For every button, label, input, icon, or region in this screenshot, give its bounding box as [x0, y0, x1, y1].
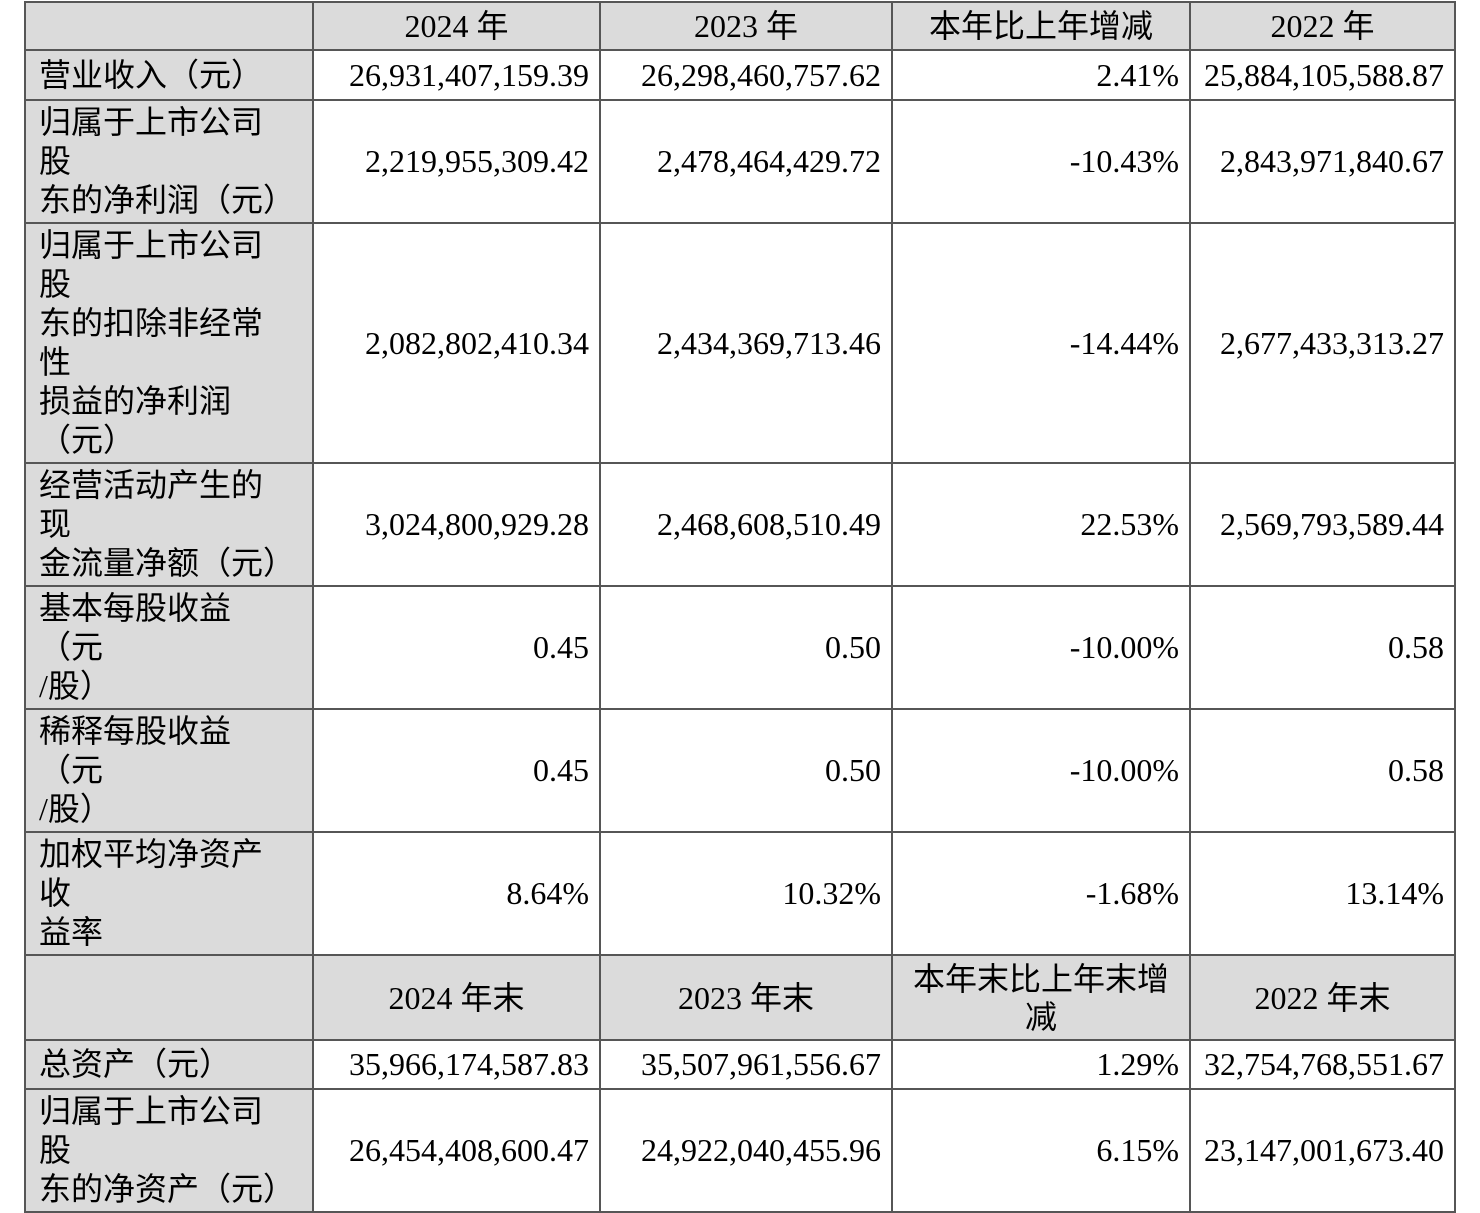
cell-2024: 2,082,802,410.34 — [312, 222, 601, 464]
cell-2023: 26,298,460,757.62 — [599, 49, 893, 101]
cell-2022: 13.14% — [1189, 831, 1456, 956]
cell-2024: 26,454,408,600.47 — [312, 1088, 601, 1213]
row-label: 营业收入（元） — [24, 49, 314, 101]
row-label: 归属于上市公司股 东的净资产（元） — [24, 1088, 314, 1213]
cell-2023: 0.50 — [599, 708, 893, 833]
table-row-total-assets: 总资产（元） 35,966,174,587.83 35,507,961,556.… — [24, 1039, 1456, 1090]
cell-change: -10.00% — [891, 708, 1191, 833]
cell-2022: 0.58 — [1189, 585, 1456, 710]
cell-2024: 26,931,407,159.39 — [312, 49, 601, 101]
cell-2024: 8.64% — [312, 831, 601, 956]
row-label: 加权平均净资产收 益率 — [24, 831, 314, 956]
table-row-diluted-eps: 稀释每股收益（元 /股） 0.45 0.50 -10.00% 0.58 — [24, 708, 1456, 833]
table-row-basic-eps: 基本每股收益（元 /股） 0.45 0.50 -10.00% 0.58 — [24, 585, 1456, 710]
cell-2023: 2,468,608,510.49 — [599, 462, 893, 587]
cell-change: -10.43% — [891, 99, 1191, 224]
cell-2022: 2,843,971,840.67 — [1189, 99, 1456, 224]
row-label: 经营活动产生的现 金流量净额（元） — [24, 462, 314, 587]
column-header-2024: 2024 年 — [312, 1, 601, 51]
table-row-net-profit-excl-nonrecurring: 归属于上市公司股 东的扣除非经常性 损益的净利润 （元） 2,082,802,4… — [24, 222, 1456, 464]
cell-change: -14.44% — [891, 222, 1191, 464]
cell-change: -10.00% — [891, 585, 1191, 710]
cell-2023: 24,922,040,455.96 — [599, 1088, 893, 1213]
row-label: 稀释每股收益（元 /股） — [24, 708, 314, 833]
column-header-2023-end: 2023 年末 — [599, 954, 893, 1041]
cell-2022: 23,147,001,673.40 — [1189, 1088, 1456, 1213]
row-label: 归属于上市公司股 东的净利润（元） — [24, 99, 314, 224]
table-row-net-assets: 归属于上市公司股 东的净资产（元） 26,454,408,600.47 24,9… — [24, 1088, 1456, 1213]
corner-cell — [24, 954, 314, 1041]
cell-2024: 35,966,174,587.83 — [312, 1039, 601, 1090]
cell-2023: 10.32% — [599, 831, 893, 956]
row-label: 基本每股收益（元 /股） — [24, 585, 314, 710]
cell-change: 22.53% — [891, 462, 1191, 587]
cell-2023: 2,434,369,713.46 — [599, 222, 893, 464]
column-header-2023: 2023 年 — [599, 1, 893, 51]
cell-2024: 2,219,955,309.42 — [312, 99, 601, 224]
cell-2023: 2,478,464,429.72 — [599, 99, 893, 224]
cell-2022: 2,677,433,313.27 — [1189, 222, 1456, 464]
cell-change: 2.41% — [891, 49, 1191, 101]
cell-2022: 2,569,793,589.44 — [1189, 462, 1456, 587]
table-row-revenue: 营业收入（元） 26,931,407,159.39 26,298,460,757… — [24, 49, 1456, 101]
cell-2023: 35,507,961,556.67 — [599, 1039, 893, 1090]
table-row-operating-cash-flow: 经营活动产生的现 金流量净额（元） 3,024,800,929.28 2,468… — [24, 462, 1456, 587]
financial-summary-table: 2024 年 2023 年 本年比上年增减 2022 年 营业收入（元） 26,… — [24, 1, 1456, 1213]
cell-2023: 0.50 — [599, 585, 893, 710]
cell-2024: 0.45 — [312, 585, 601, 710]
cell-2024: 0.45 — [312, 708, 601, 833]
cell-2022: 32,754,768,551.67 — [1189, 1039, 1456, 1090]
table-row-net-profit: 归属于上市公司股 东的净利润（元） 2,219,955,309.42 2,478… — [24, 99, 1456, 224]
cell-2024: 3,024,800,929.28 — [312, 462, 601, 587]
column-header-2022: 2022 年 — [1189, 1, 1456, 51]
cell-change: -1.68% — [891, 831, 1191, 956]
corner-cell — [24, 1, 314, 51]
cell-change: 1.29% — [891, 1039, 1191, 1090]
column-header-2022-end: 2022 年末 — [1189, 954, 1456, 1041]
cell-2022: 25,884,105,588.87 — [1189, 49, 1456, 101]
column-header-2024-end: 2024 年末 — [312, 954, 601, 1041]
column-header-yoy-change: 本年比上年增减 — [891, 1, 1191, 51]
balance-header-row: 2024 年末 2023 年末 本年末比上年末增 减 2022 年末 — [24, 954, 1456, 1041]
cell-2022: 0.58 — [1189, 708, 1456, 833]
row-label: 总资产（元） — [24, 1039, 314, 1090]
table-row-weighted-avg-roe: 加权平均净资产收 益率 8.64% 10.32% -1.68% 13.14% — [24, 831, 1456, 956]
cell-change: 6.15% — [891, 1088, 1191, 1213]
column-header-yearend-change: 本年末比上年末增 减 — [891, 954, 1191, 1041]
row-label: 归属于上市公司股 东的扣除非经常性 损益的净利润 （元） — [24, 222, 314, 464]
income-header-row: 2024 年 2023 年 本年比上年增减 2022 年 — [24, 1, 1456, 51]
